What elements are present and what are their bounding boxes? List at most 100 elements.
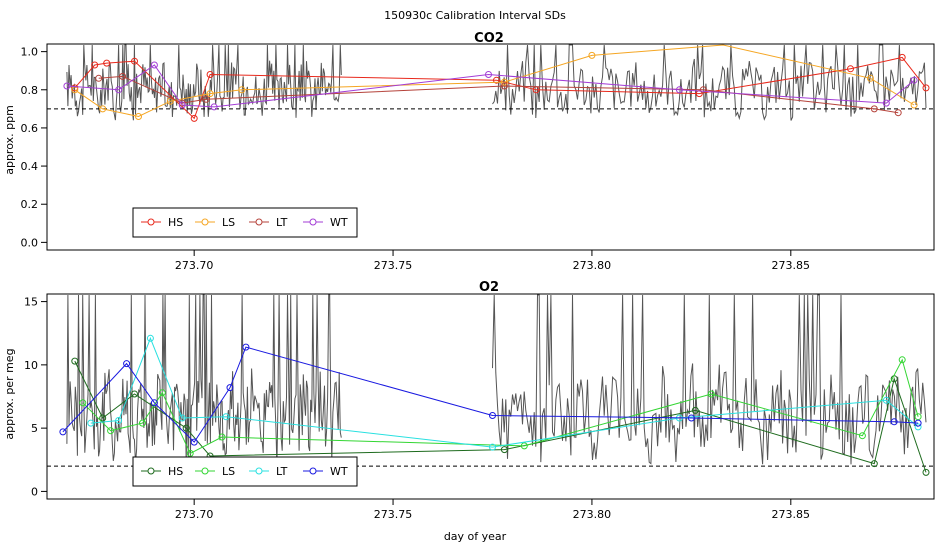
co2-point-hs [103, 59, 111, 67]
co2-legend: HS LS LT WT [132, 207, 358, 238]
o2-point-wt [59, 428, 67, 436]
o2-point-ls [79, 399, 87, 407]
o2-point-ls [858, 432, 866, 440]
co2-point-hs [91, 61, 99, 69]
o2-background-trace-line [492, 294, 927, 465]
co2-series-line-ls [74, 44, 915, 118]
o2-point-wt [242, 343, 250, 351]
co2-y-tick-label: 0.8 [21, 84, 39, 97]
co2-series-line-hs [74, 56, 927, 120]
o2-series-line-lt [90, 336, 919, 448]
o2-point-hs [922, 468, 930, 476]
co2-point-wt [63, 82, 71, 90]
o2-legend-label-ls: LS [222, 465, 235, 478]
x-axis-label: day of year [444, 530, 507, 543]
co2-point-ls [238, 86, 246, 94]
o2-legend-marker-hs [147, 467, 155, 475]
co2-point-hs [71, 84, 79, 92]
o2-point-lt [914, 423, 922, 431]
o2-legend-marker-lt [255, 467, 263, 475]
o2-y-tick-label: 15 [24, 296, 38, 309]
co2-point-hs [493, 76, 500, 84]
o2-legend-box [132, 456, 358, 487]
o2-point-hs [131, 390, 138, 398]
co2-legend-marker-wt [309, 218, 317, 226]
co2-background-trace-line [66, 44, 342, 121]
o2-point-lt [87, 419, 95, 427]
co2-point-hs [190, 114, 198, 122]
o2-point-wt [489, 412, 496, 419]
co2-title: CO2 [474, 31, 504, 46]
co2-legend-label-lt: LT [276, 216, 288, 229]
co2-point-wt [178, 101, 186, 109]
o2-point-ls [707, 390, 715, 398]
o2-legend: HS LS LT WT [132, 456, 358, 487]
co2-point-ls [588, 51, 596, 59]
o2-series-line-ls [82, 358, 919, 455]
co2-point-wt [910, 76, 918, 84]
o2-series [59, 334, 930, 476]
co2-legend-label-wt: WT [330, 216, 348, 229]
co2-point-wt [150, 61, 158, 69]
co2-point-hs [131, 57, 138, 65]
o2-point-ls [107, 427, 115, 435]
o2-point-wt [890, 418, 898, 426]
co2-y-tick-label: 1.0 [21, 46, 39, 59]
o2-title: O2 [479, 280, 499, 295]
co2-point-ls [866, 74, 874, 82]
o2-legend-label-hs: HS [168, 465, 183, 478]
co2-y-axis: 0.0 0.2 0.4 0.6 0.8 1.0 [21, 46, 47, 249]
co2-point-hs [847, 65, 854, 73]
o2-point-lt [882, 396, 890, 404]
o2-point-wt [190, 438, 198, 446]
o2-point-wt [123, 360, 131, 368]
o2-point-ls [139, 419, 146, 427]
co2-point-wt [485, 71, 492, 78]
o2-y-axis: 0 5 10 15 [24, 296, 47, 498]
co2-y-tick-label: 0.4 [21, 160, 39, 173]
co2-x-tick-label: 273.70 [175, 259, 214, 272]
o2-x-tick-label: 273.80 [573, 508, 612, 521]
o2-legend-marker-wt [309, 467, 317, 475]
co2-legend-marker-hs [147, 218, 155, 226]
co2-point-wt [882, 99, 890, 107]
co2-x-tick-label: 273.85 [772, 259, 811, 272]
o2-point-lt [115, 417, 123, 424]
o2-point-ls [218, 433, 226, 441]
o2-x-tick-label: 273.75 [374, 508, 413, 521]
co2-point-hs [922, 84, 930, 92]
co2-ylabel: approx. ppm [3, 105, 16, 175]
o2-x-axis: 273.70 273.75 273.80 273.85 [175, 499, 810, 521]
o2-point-hs [870, 460, 878, 468]
o2-point-lt [489, 443, 496, 451]
co2-point-lt [500, 82, 508, 90]
co2-legend-label-ls: LS [222, 216, 235, 229]
o2-y-tick-label: 10 [24, 359, 38, 372]
o2-y-tick-label: 5 [31, 422, 38, 435]
co2-x-tick-label: 273.80 [573, 259, 612, 272]
co2-point-ls [135, 113, 142, 120]
co2-point-lt [95, 74, 103, 82]
o2-point-wt [687, 414, 695, 422]
o2-point-hs [691, 406, 699, 414]
o2-point-wt [150, 399, 158, 407]
co2-x-axis: 273.70 273.75 273.80 273.85 [175, 250, 810, 272]
co2-plot-frame [46, 43, 935, 251]
o2-point-lt [178, 414, 186, 422]
co2-point-lt [870, 105, 878, 113]
o2-point-lt [222, 413, 230, 421]
co2-point-ls [910, 101, 918, 109]
page-title: 150930c Calibration Interval SDs [384, 9, 566, 22]
o2-x-tick-label: 273.70 [175, 508, 214, 521]
co2-y-tick-label: 0.6 [21, 122, 39, 135]
o2-point-hs [71, 357, 79, 365]
o2-background-trace [66, 294, 927, 467]
co2-point-lt [178, 99, 186, 107]
co2-point-lt [119, 72, 127, 80]
co2-point-lt [202, 95, 210, 103]
o2-x-tick-label: 273.85 [772, 508, 811, 521]
co2-point-lt [894, 109, 902, 117]
o2-point-ls [186, 449, 194, 457]
